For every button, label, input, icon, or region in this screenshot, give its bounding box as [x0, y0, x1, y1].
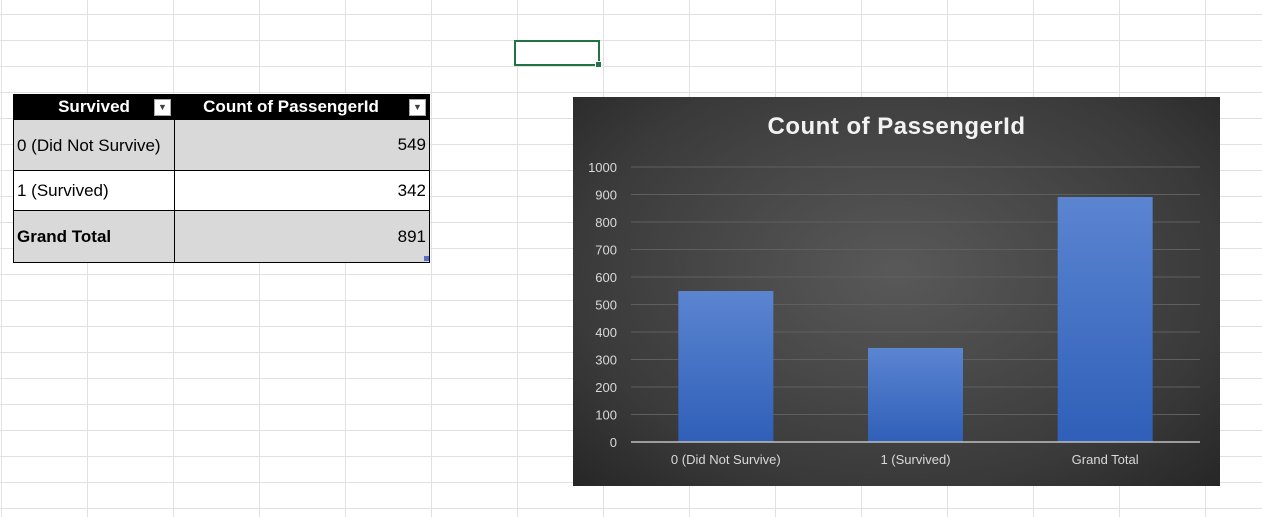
x-tick-label: 1 (Survived)	[880, 452, 950, 467]
y-tick-label: 0	[610, 435, 617, 450]
y-tick-label: 200	[595, 380, 617, 395]
grand-total-value: 891	[397, 226, 426, 246]
bar-chart[interactable]: Count of PassengerId 0 100 200 300 400 500 600…	[573, 97, 1220, 486]
y-tick-label: 300	[595, 353, 617, 368]
row-label: 1 (Survived)	[17, 181, 109, 200]
table-row: 0 (Did Not Survive) 549	[13, 119, 430, 171]
x-tick-label: 0 (Did Not Survive)	[671, 452, 781, 467]
pivot-header-row: Survived ▼ Count of PassengerId ▼	[13, 94, 430, 120]
row-label-cell[interactable]: 1 (Survived)	[13, 170, 175, 211]
active-cell-selection[interactable]	[514, 40, 602, 68]
pivot-table[interactable]: Survived ▼ Count of PassengerId ▼ 0 (Did…	[13, 94, 430, 263]
row-value: 549	[397, 135, 426, 154]
y-tick-label: 900	[595, 188, 617, 203]
filter-dropdown-icon[interactable]: ▼	[409, 99, 426, 116]
bar	[868, 347, 963, 442]
pivot-resize-handle[interactable]	[424, 256, 429, 261]
y-tick-label: 500	[595, 298, 617, 313]
filter-dropdown-icon[interactable]: ▼	[154, 99, 171, 116]
y-tick-label: 700	[595, 243, 617, 258]
fill-handle[interactable]	[595, 61, 602, 68]
pivot-header-count-label: Count of PassengerId	[203, 97, 379, 116]
grand-total-value-cell[interactable]: 891	[174, 210, 430, 263]
pivot-header-survived-label: Survived	[58, 97, 130, 116]
y-tick-label: 600	[595, 270, 617, 285]
pivot-header-count[interactable]: Count of PassengerId ▼	[174, 94, 430, 120]
row-value-cell[interactable]: 549	[174, 119, 430, 171]
y-tick-label: 100	[595, 408, 617, 423]
table-row: 1 (Survived) 342	[13, 170, 430, 211]
chart-title: Count of PassengerId	[767, 113, 1026, 140]
y-tick-label: 800	[595, 215, 617, 230]
bar	[678, 291, 774, 442]
grand-total-label: Grand Total	[17, 227, 112, 246]
y-tick-label: 400	[595, 325, 617, 340]
pivot-header-survived[interactable]: Survived ▼	[13, 94, 175, 120]
grand-total-row: Grand Total 891	[13, 210, 430, 263]
bar	[1057, 196, 1153, 442]
row-value: 342	[397, 180, 426, 200]
row-value-cell[interactable]: 342	[174, 170, 430, 211]
grand-total-label-cell[interactable]: Grand Total	[13, 210, 175, 263]
chart-plot-area: 0 100 200 300 400 500 600 700 800 900 1000 0 (Did N…	[588, 160, 1200, 467]
row-label: 0 (Did Not Survive)	[17, 135, 161, 155]
y-tick-label: 1000	[588, 160, 617, 175]
row-label-cell[interactable]: 0 (Did Not Survive)	[13, 119, 175, 171]
x-tick-label: Grand Total	[1072, 452, 1139, 467]
